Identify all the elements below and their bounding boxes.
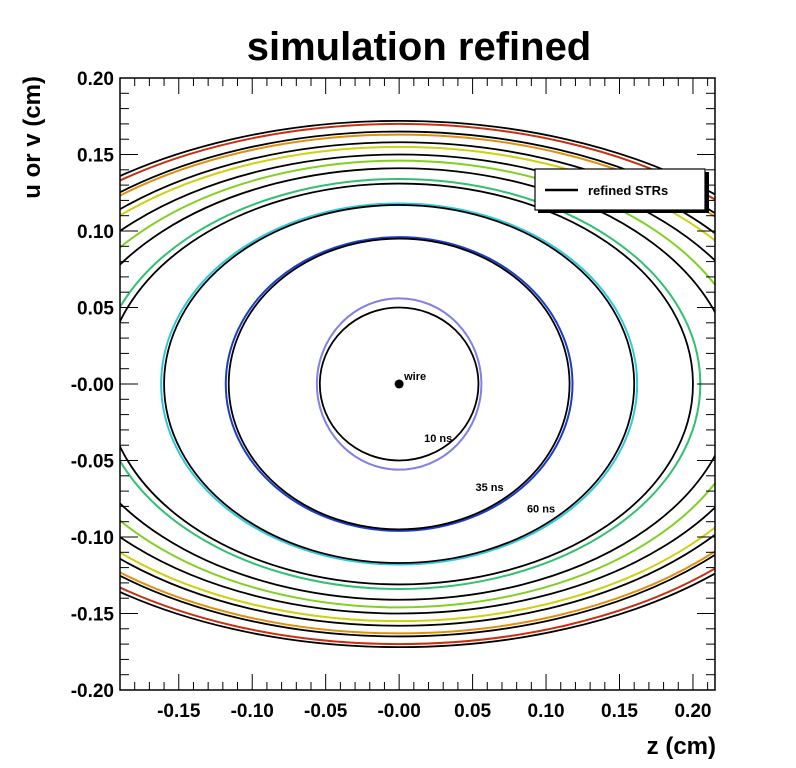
simulation-contour-2 [160, 202, 639, 566]
simulation-contour-5 [120, 145, 715, 623]
refined-contour-3 [120, 182, 694, 586]
legend: refined STRs [534, 168, 709, 213]
time-annotation-2: 60 ns [527, 504, 555, 516]
y-tick-label: -0.20 [71, 681, 114, 702]
time-annotation-0: 10 ns [424, 433, 452, 445]
y-axis-label: u or v (cm) [19, 76, 46, 199]
refined-contour-7 [120, 130, 715, 638]
refined-contour-0 [318, 306, 480, 462]
time-annotation-1: 35 ns [476, 482, 504, 494]
y-tick-label: 0.15 [77, 146, 114, 167]
wire-marker [394, 379, 404, 389]
refined-contour-5 [120, 153, 715, 615]
y-tick-label: 0.20 [77, 69, 114, 90]
refined-contour-2 [163, 204, 636, 564]
x-tick-label: 0.20 [674, 701, 711, 722]
x-tick-label: -0.00 [377, 701, 420, 722]
x-tick-label: -0.05 [304, 701, 348, 722]
simulation-contour-6 [120, 133, 715, 635]
y-tick-label: 0.10 [77, 222, 114, 243]
chart-title: simulation refined [247, 25, 592, 69]
x-tick-label: 0.10 [528, 701, 565, 722]
x-axis: -0.15 -0.10 -0.05 -0.00 0.05 0.10 0.15 0.20 [119, 78, 711, 722]
simulation-contour-4 [120, 159, 715, 609]
simulation-contour-7 [120, 122, 715, 646]
wire-label: wire [403, 371, 426, 383]
x-tick-label: -0.10 [231, 701, 274, 722]
y-tick-label: -0.10 [71, 528, 114, 549]
contour-layer [120, 120, 715, 648]
y-tick-label: -0.00 [71, 375, 114, 396]
refined-contour-8 [120, 120, 715, 648]
y-tick-label: -0.05 [71, 452, 115, 473]
x-tick-label: 0.05 [454, 701, 491, 722]
y-tick-label: -0.15 [71, 605, 115, 626]
x-tick-label: -0.15 [157, 701, 201, 722]
refined-contour-1 [227, 237, 571, 531]
refined-contour-4 [120, 167, 715, 601]
simulation-contour-1 [224, 236, 574, 532]
x-axis-label: z (cm) [647, 733, 716, 760]
annotation-layer: 10 ns 35 ns 60 ns [424, 433, 555, 515]
x-tick-label: 0.15 [601, 701, 638, 722]
y-tick-label: 0.05 [77, 299, 114, 320]
y-axis: -0.20 -0.15 -0.10 -0.05 -0.00 0.05 0.10 0.15 0.2… [71, 69, 715, 702]
simulation-contour-0 [315, 297, 483, 471]
legend-label: refined STRs [588, 183, 668, 198]
wire-layer: wire [394, 371, 426, 389]
refined-contour-6 [120, 141, 715, 627]
